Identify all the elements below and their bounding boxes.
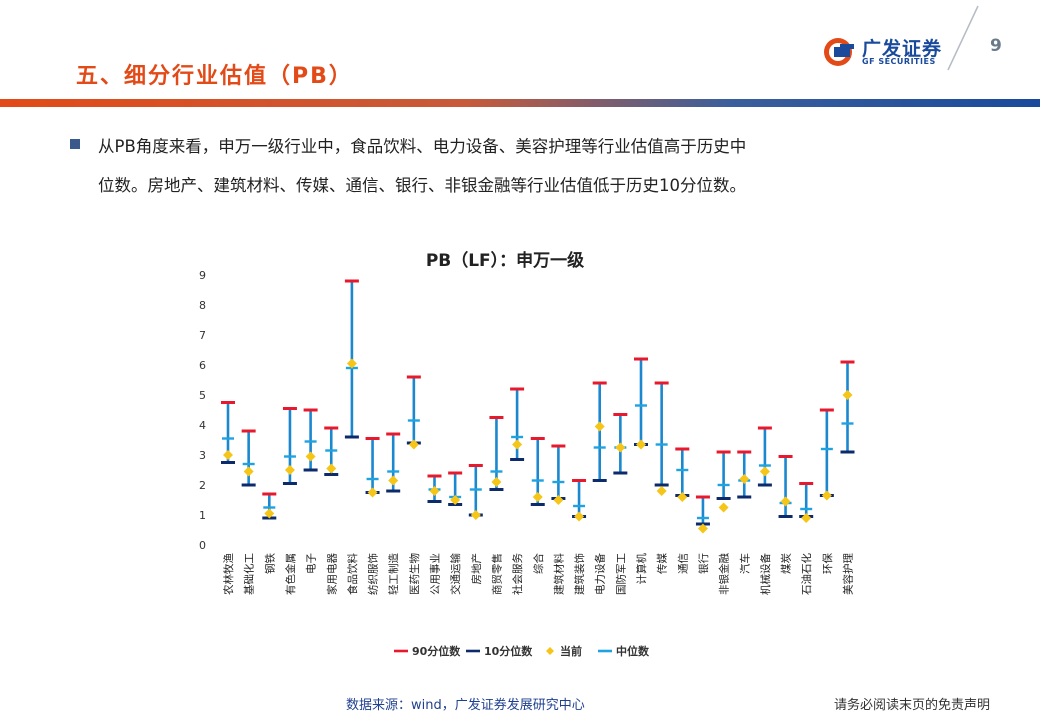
x-tick-label: 煤炭 — [780, 553, 793, 574]
current-mark — [842, 390, 853, 400]
current-mark — [346, 358, 357, 369]
current-mark — [759, 466, 770, 477]
current-mark — [305, 451, 316, 462]
x-tick-label: 通信 — [677, 553, 689, 574]
current-mark — [677, 492, 688, 502]
current-mark — [801, 513, 812, 523]
current-mark — [615, 442, 626, 453]
y-tick-label: 4 — [199, 419, 206, 432]
logo-text-cn: 广发证券 — [862, 38, 943, 60]
x-tick-label: 传媒 — [656, 553, 669, 574]
chart-legend: 90分位数 10分位数 当前 中位数 — [394, 644, 650, 658]
x-tick-label: 综合 — [532, 553, 545, 574]
legend-swatch — [546, 647, 554, 655]
x-axis-labels: 农林牧渔 基础化工 钢铁 有色金属 电子 家用电器 食品饮料 纺织服饰 轻工制造 医药生物 公用事业… — [222, 553, 855, 595]
current-mark — [532, 492, 543, 502]
chart-title: PB（LF）：申万一级 — [426, 250, 584, 271]
x-tick-label: 钢铁 — [263, 553, 276, 574]
section-title: 五、细分行业估值（PB） — [76, 64, 353, 89]
current-mark — [388, 475, 399, 486]
x-tick-label: 石油石化 — [800, 553, 813, 595]
page-number: 9 — [990, 36, 1002, 56]
x-tick-label: 有色金属 — [284, 553, 297, 595]
x-tick-label: 非银金融 — [718, 553, 731, 595]
y-axis: 0 1 2 3 4 5 6 7 8 9 — [199, 269, 206, 552]
x-tick-label: 轻工制造 — [387, 553, 400, 595]
current-mark — [429, 486, 440, 496]
current-mark — [470, 510, 481, 520]
x-tick-label: 环保 — [821, 553, 834, 574]
current-mark — [408, 439, 419, 450]
current-mark — [821, 490, 832, 501]
bullet-square-icon — [70, 139, 80, 149]
x-tick-label: 商贸零售 — [490, 553, 503, 595]
current-mark — [326, 463, 337, 474]
current-mark — [243, 466, 254, 477]
x-tick-label: 计算机 — [635, 553, 648, 585]
header-gradient-bar — [0, 99, 1040, 107]
y-tick-label: 2 — [199, 479, 206, 492]
current-mark — [739, 474, 750, 484]
current-mark — [636, 439, 646, 450]
y-tick-label: 8 — [199, 299, 206, 312]
current-mark — [284, 465, 295, 475]
x-tick-label: 食品饮料 — [346, 553, 359, 595]
x-tick-label: 电力设备 — [594, 553, 607, 595]
y-tick-label: 6 — [199, 359, 206, 372]
x-tick-label: 交通运输 — [449, 553, 462, 595]
x-tick-label: 建筑装饰 — [573, 553, 586, 595]
current-mark — [512, 439, 523, 450]
y-tick-label: 7 — [199, 329, 206, 342]
current-mark — [594, 421, 605, 432]
logo-text-en: GF SECURITIES — [862, 57, 936, 66]
body-text-line-1: 从PB角度来看，申万一级行业中，食品饮料、电力设备、美容护理等行业估值高于历史中 — [98, 137, 747, 156]
current-mark — [780, 496, 791, 507]
x-tick-label: 医药生物 — [408, 553, 421, 595]
current-mark — [264, 508, 275, 519]
current-mark — [367, 487, 378, 498]
x-tick-label: 纺织服饰 — [367, 553, 380, 595]
header-slash-divider — [947, 5, 979, 71]
legend-label: 90分位数 — [412, 644, 461, 658]
current-mark — [553, 495, 564, 505]
x-tick-label: 电子 — [305, 553, 318, 574]
y-tick-label: 0 — [199, 539, 206, 552]
data-source: 数据来源：wind，广发证券发展研究中心 — [346, 698, 585, 713]
y-tick-label: 1 — [199, 509, 206, 522]
current-mark — [697, 523, 708, 534]
x-tick-label: 农林牧渔 — [222, 553, 235, 595]
x-tick-label: 汽车 — [738, 553, 751, 574]
current-mark — [491, 477, 502, 487]
current-mark — [450, 495, 461, 505]
x-tick-label: 基础化工 — [243, 553, 256, 595]
disclaimer: 请务必阅读末页的免责声明 — [834, 698, 991, 713]
x-tick-label: 社会服务 — [511, 553, 524, 595]
y-tick-label: 9 — [199, 269, 206, 282]
x-tick-label: 美容护理 — [842, 553, 855, 595]
gf-logo-icon — [824, 38, 854, 66]
x-tick-label: 公用事业 — [429, 553, 442, 595]
chart-marks — [221, 279, 855, 534]
legend-label: 当前 — [560, 644, 582, 658]
current-mark — [574, 511, 585, 522]
x-tick-label: 机械设备 — [759, 553, 772, 595]
current-mark — [718, 502, 729, 513]
x-tick-label: 国防军工 — [614, 553, 627, 595]
y-tick-label: 5 — [199, 389, 206, 402]
y-tick-label: 3 — [199, 449, 206, 462]
x-tick-label: 建筑材料 — [552, 553, 565, 595]
x-tick-label: 房地产 — [470, 553, 483, 585]
current-mark — [223, 450, 233, 460]
legend-label: 中位数 — [616, 644, 650, 658]
body-text-line-2: 位数。房地产、建筑材料、传媒、通信、银行、非银金融等行业估值低于历史10分位数。 — [98, 176, 746, 195]
x-tick-label: 家用电器 — [325, 553, 338, 595]
current-mark — [656, 486, 667, 496]
legend-label: 10分位数 — [484, 644, 533, 658]
x-tick-label: 银行 — [697, 553, 710, 574]
